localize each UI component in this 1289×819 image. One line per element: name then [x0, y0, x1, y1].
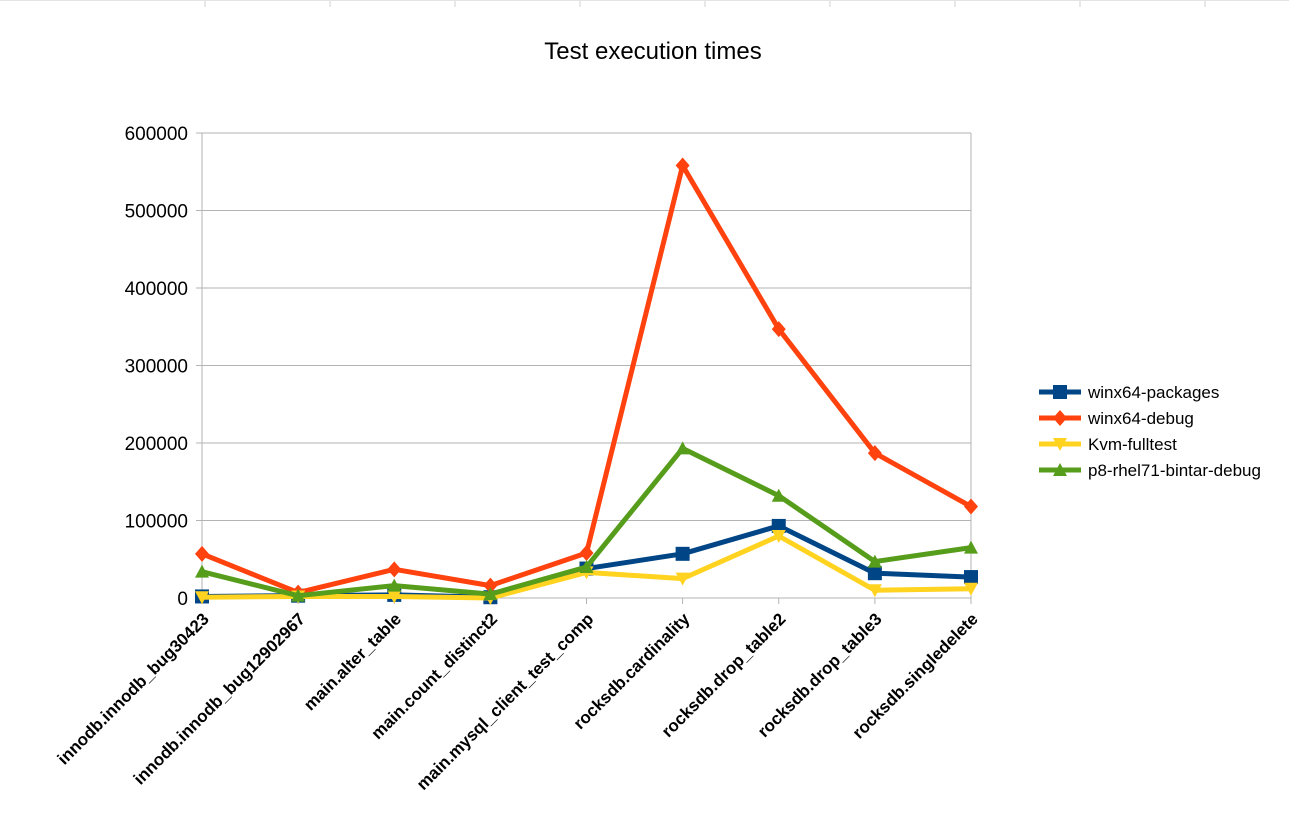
x-tick-label: main.mysql_client_test_comp [413, 609, 597, 793]
data-point [867, 584, 882, 598]
series-lines [195, 157, 978, 605]
y-tick-label: 500000 [125, 202, 188, 223]
x-tick-label: innodb.innodb_bug30423 [54, 609, 213, 768]
data-point [579, 560, 594, 573]
y-tick-label: 0 [177, 589, 188, 610]
data-point [964, 498, 978, 515]
data-point [291, 588, 306, 602]
x-tick-label: main.alter_table [300, 609, 405, 714]
series-winx64-debug [195, 157, 978, 601]
legend-item: p8-rhel71-bintar-debug [1039, 461, 1261, 480]
data-point [771, 518, 786, 533]
top-border-ticks [0, 0, 1289, 7]
series-line [199, 163, 974, 596]
legend-swatch-marker [1053, 385, 1067, 399]
gridlines [196, 132, 971, 599]
data-point [195, 591, 209, 605]
series-p8-rhel71-bintar-debug [195, 441, 978, 602]
legend-label: Kvm-fulltest [1088, 435, 1177, 454]
data-point [964, 570, 978, 585]
x-tick-labels: innodb.innodb_bug30423innodb.innodb_bug1… [54, 609, 982, 794]
y-tick-label: 200000 [125, 434, 188, 455]
y-tick-label: 600000 [125, 124, 188, 145]
data-point [387, 561, 402, 578]
legend-swatch-marker [1053, 438, 1067, 451]
data-point [675, 157, 690, 174]
data-point [964, 540, 978, 554]
data-point [867, 445, 882, 462]
data-point [771, 321, 786, 338]
axes [201, 133, 972, 604]
data-point [195, 564, 209, 578]
data-point [771, 530, 786, 543]
data-point [675, 546, 690, 561]
x-tick-label: innodb.innodb_bug12902967 [130, 609, 309, 788]
data-point [387, 578, 402, 592]
data-point [771, 488, 786, 502]
legend-swatch-marker [1053, 410, 1067, 426]
y-tick-label: 300000 [125, 357, 188, 378]
data-point [579, 545, 594, 562]
data-point [964, 582, 978, 596]
legend-item: winx64-packages [1039, 383, 1219, 402]
data-point [675, 572, 690, 586]
legend-item: winx64-debug [1039, 409, 1194, 428]
legend: winx64-packages winx64-debug Kvm-fulltest p… [1039, 383, 1261, 480]
legend-label: p8-rhel71-bintar-debug [1088, 461, 1261, 480]
data-point [867, 566, 882, 581]
data-point [195, 545, 209, 562]
y-tick-label: 400000 [125, 279, 188, 300]
chart-title: Test execution times [544, 38, 761, 65]
legend-label: winx64-packages [1087, 383, 1219, 402]
data-point [675, 441, 690, 455]
data-point [483, 587, 498, 601]
data-point [867, 554, 882, 568]
legend-label: winx64-debug [1087, 409, 1194, 428]
y-tick-labels: 0 100000 200000 300000 400000 500000 600000 [125, 124, 188, 610]
legend-swatch-marker [1053, 463, 1067, 476]
data-point [387, 590, 402, 604]
y-tick-label: 100000 [125, 512, 188, 533]
data-point [483, 577, 498, 594]
legend-item: Kvm-fulltest [1039, 435, 1177, 454]
